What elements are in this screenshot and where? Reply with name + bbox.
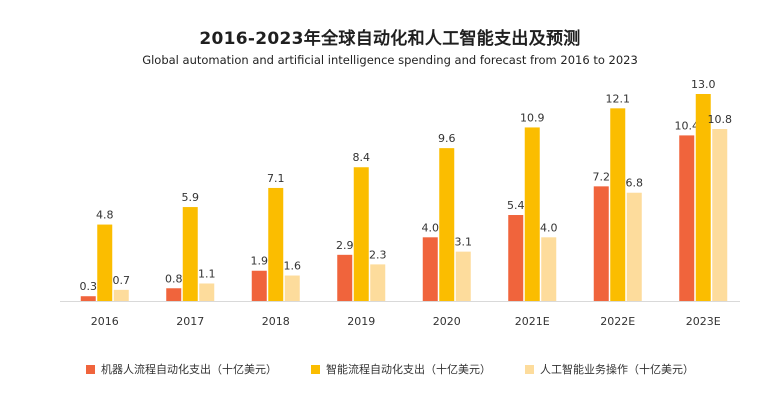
data-label: 1.1 [198, 267, 216, 280]
data-label: 4.8 [96, 209, 114, 222]
legend-item: 智能流程自动化支出（十亿美元） [311, 361, 491, 377]
bar-series-2 [268, 187, 284, 301]
bar-series-3 [626, 192, 642, 301]
legend-item: 机器人流程自动化支出（十亿美元） [86, 361, 277, 377]
data-label: 8.4 [353, 151, 371, 164]
data-label: 1.9 [251, 255, 269, 268]
x-tick-label: 2020 [433, 315, 461, 328]
legend-label: 机器人流程自动化支出（十亿美元） [101, 363, 277, 376]
legend-item: 人工智能业务操作（十亿美元） [525, 361, 694, 377]
legend-label: 智能流程自动化支出（十亿美元） [326, 363, 491, 376]
bar-series-1 [337, 254, 353, 301]
data-label: 1.6 [284, 260, 302, 273]
bar-series-2 [610, 108, 626, 301]
legend-swatch [86, 364, 95, 374]
x-tick-label: 2022E [600, 315, 635, 328]
data-label: 2.3 [369, 248, 387, 261]
bar-series-2 [353, 167, 369, 301]
x-tick-label: 2021E [515, 315, 550, 328]
bar-series-3 [199, 283, 215, 301]
data-label: 4.0 [422, 221, 440, 234]
legend-label: 人工智能业务操作（十亿美元） [540, 363, 694, 376]
data-label: 10.4 [675, 119, 700, 132]
legend-swatch [525, 364, 534, 374]
bar-series-1 [593, 186, 609, 301]
x-tick-label: 2019 [347, 315, 375, 328]
data-label: 0.3 [80, 280, 98, 293]
data-label: 5.4 [507, 199, 525, 212]
bar-series-3 [541, 237, 557, 301]
legend-swatch [311, 364, 320, 374]
x-tick-label: 2016 [91, 315, 119, 328]
data-label: 7.2 [593, 170, 611, 183]
bar-series-3 [113, 289, 129, 301]
data-label: 12.1 [606, 92, 631, 105]
data-label: 10.8 [708, 113, 733, 126]
data-label: 6.8 [626, 177, 644, 190]
bar-series-3 [712, 129, 728, 301]
data-label: 13.0 [691, 78, 716, 91]
bar-series-1 [679, 135, 695, 301]
chart-title: 2016-2023年全球自动化和人工智能支出及预测 [199, 29, 581, 49]
bar-series-2 [524, 127, 540, 301]
data-label: 7.1 [267, 172, 285, 185]
bar-series-1 [422, 237, 438, 301]
x-tick-label: 2017 [176, 315, 204, 328]
data-label: 4.0 [540, 221, 558, 234]
bar-series-3 [455, 251, 471, 301]
data-label: 5.9 [182, 191, 200, 204]
chart-subtitle: Global automation and artificial intelli… [142, 53, 638, 67]
data-label: 0.7 [113, 274, 131, 287]
chart-legend: 机器人流程自动化支出（十亿美元） 智能流程自动化支出（十亿美元） 人工智能业务操作（… [0, 361, 780, 377]
bar-series-1 [166, 288, 182, 301]
bar-series-2 [97, 224, 113, 301]
x-tick-label: 2018 [262, 315, 290, 328]
bar-series-2 [695, 94, 711, 301]
bar-series-1 [508, 215, 524, 301]
data-label: 10.9 [520, 111, 545, 124]
data-label: 9.6 [438, 132, 456, 145]
bar-series-2 [439, 148, 455, 301]
x-tick-label: 2023E [686, 315, 721, 328]
bar-series-1 [80, 296, 96, 301]
data-label: 2.9 [336, 239, 354, 252]
bar-series-1 [251, 270, 267, 301]
data-label: 3.1 [455, 236, 473, 249]
data-label: 0.8 [165, 272, 183, 285]
bar-series-2 [182, 207, 198, 301]
bar-series-3 [284, 275, 300, 301]
bar-series-3 [370, 264, 386, 301]
